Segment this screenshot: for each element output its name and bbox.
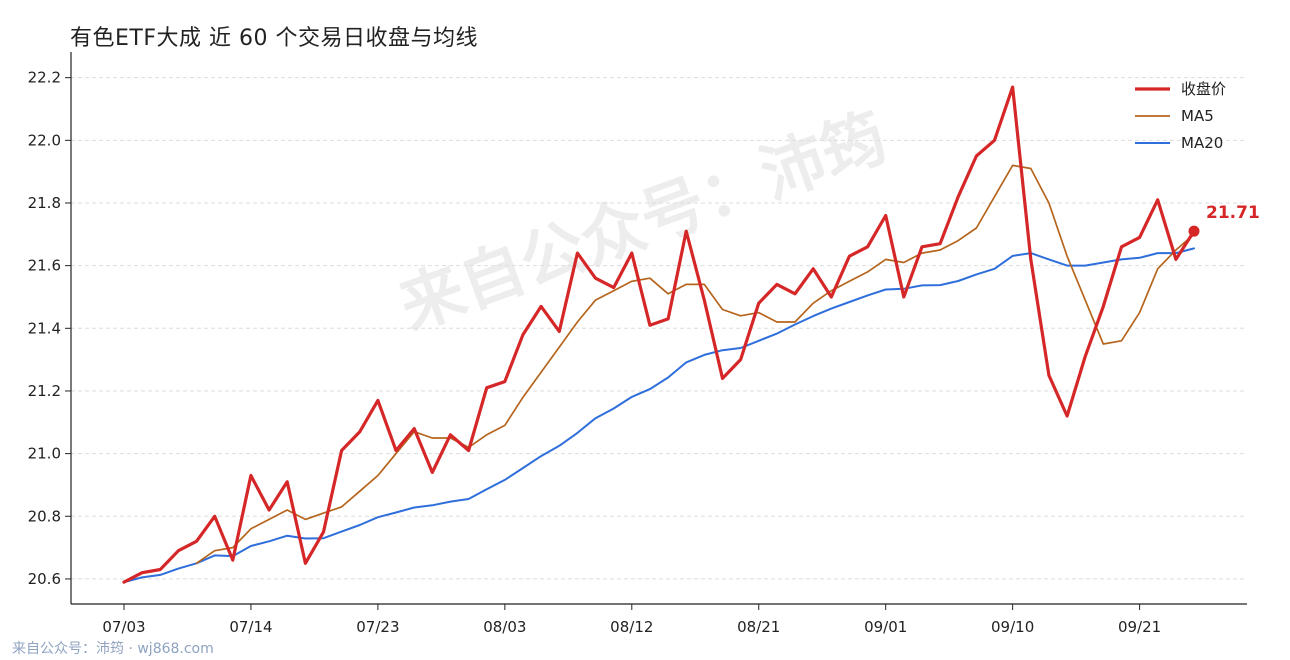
x-tick-label: 08/03: [483, 618, 526, 636]
legend: 收盘价 MA5 MA20: [1135, 80, 1226, 152]
series-line-close: [122, 85, 1196, 584]
y-tick-label: 22.0: [28, 131, 61, 149]
x-tick-label: 07/03: [102, 618, 145, 636]
last-close-marker: [1188, 225, 1200, 237]
x-tick-label: 09/01: [864, 618, 907, 636]
x-tick-label: 09/10: [991, 618, 1034, 636]
y-tick-label: 22.2: [28, 69, 61, 87]
y-tick-label: 20.8: [28, 507, 61, 525]
y-tick-label: 21.2: [28, 382, 61, 400]
watermark-text: 来自公众号：沛筠: [390, 100, 896, 345]
y-tick-label: 21.6: [28, 257, 61, 275]
data-labels: 21.71: [1188, 203, 1260, 237]
legend-ma20-label: MA20: [1181, 134, 1223, 152]
series-line-ma5: [195, 164, 1195, 565]
series-lines: [122, 85, 1196, 584]
y-tick-label: 21.8: [28, 194, 61, 212]
x-tick-label: 07/23: [356, 618, 399, 636]
gridlines: [71, 77, 1247, 580]
chart-title: 有色ETF大成 近 60 个交易日收盘与均线: [70, 26, 478, 51]
axes: 20.6 20.8 21.0 21.2 21.4 21.6 21.8 22.0 22.2 07/0…: [28, 52, 1247, 636]
series-line-ma20: [123, 247, 1195, 584]
x-tick-label: 07/14: [229, 618, 272, 636]
x-tick-label: 09/21: [1118, 618, 1161, 636]
x-tick-label: 08/12: [610, 618, 653, 636]
x-tick-label: 08/21: [737, 618, 780, 636]
y-tick-label: 21.4: [28, 319, 61, 337]
legend-ma5-label: MA5: [1181, 107, 1214, 125]
y-tick-label: 21.0: [28, 445, 61, 463]
legend-close-label: 收盘价: [1181, 80, 1226, 98]
y-tick-label: 20.6: [28, 570, 61, 588]
last-close-label: 21.71: [1206, 203, 1260, 223]
footer-credit: 来自公众号：沛筠 · wj868.com: [12, 641, 214, 657]
